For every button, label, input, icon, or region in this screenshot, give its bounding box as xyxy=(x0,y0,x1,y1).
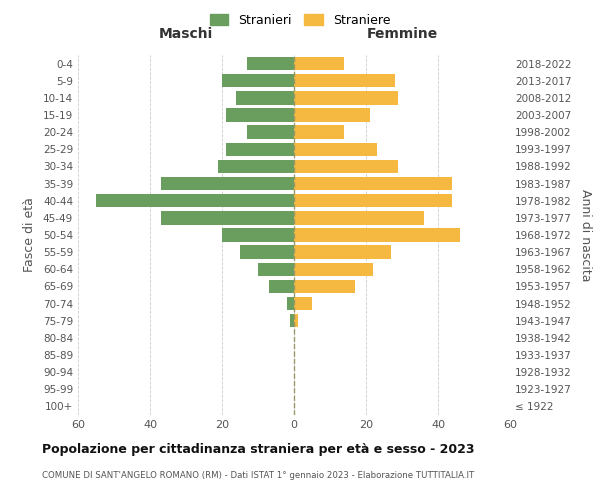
Bar xyxy=(161,211,294,224)
Bar xyxy=(294,228,460,241)
Y-axis label: Anni di nascita: Anni di nascita xyxy=(578,188,592,281)
Bar xyxy=(294,142,377,156)
Bar xyxy=(269,280,294,293)
Bar xyxy=(294,74,395,88)
Y-axis label: Fasce di età: Fasce di età xyxy=(23,198,36,272)
Bar xyxy=(218,160,294,173)
Bar xyxy=(236,91,294,104)
Bar xyxy=(294,160,398,173)
Bar xyxy=(294,297,312,310)
Bar xyxy=(247,57,294,70)
Bar xyxy=(294,57,344,70)
Bar xyxy=(294,108,370,122)
Bar xyxy=(294,211,424,224)
Text: Popolazione per cittadinanza straniera per età e sesso - 2023: Popolazione per cittadinanza straniera p… xyxy=(42,442,475,456)
Bar xyxy=(161,177,294,190)
Bar xyxy=(290,314,294,328)
Bar xyxy=(226,142,294,156)
Bar xyxy=(294,262,373,276)
Bar xyxy=(287,297,294,310)
Bar xyxy=(258,262,294,276)
Text: Maschi: Maschi xyxy=(159,28,213,42)
Bar xyxy=(294,126,344,139)
Text: COMUNE DI SANT'ANGELO ROMANO (RM) - Dati ISTAT 1° gennaio 2023 - Elaborazione TU: COMUNE DI SANT'ANGELO ROMANO (RM) - Dati… xyxy=(42,470,474,480)
Bar xyxy=(240,246,294,259)
Bar xyxy=(222,74,294,88)
Text: Femmine: Femmine xyxy=(367,28,437,42)
Legend: Stranieri, Straniere: Stranieri, Straniere xyxy=(205,8,395,32)
Bar xyxy=(294,280,355,293)
Bar xyxy=(96,194,294,207)
Bar xyxy=(226,108,294,122)
Bar xyxy=(294,314,298,328)
Bar xyxy=(294,246,391,259)
Bar xyxy=(294,91,398,104)
Bar xyxy=(247,126,294,139)
Bar xyxy=(294,177,452,190)
Bar xyxy=(222,228,294,241)
Bar xyxy=(294,194,452,207)
